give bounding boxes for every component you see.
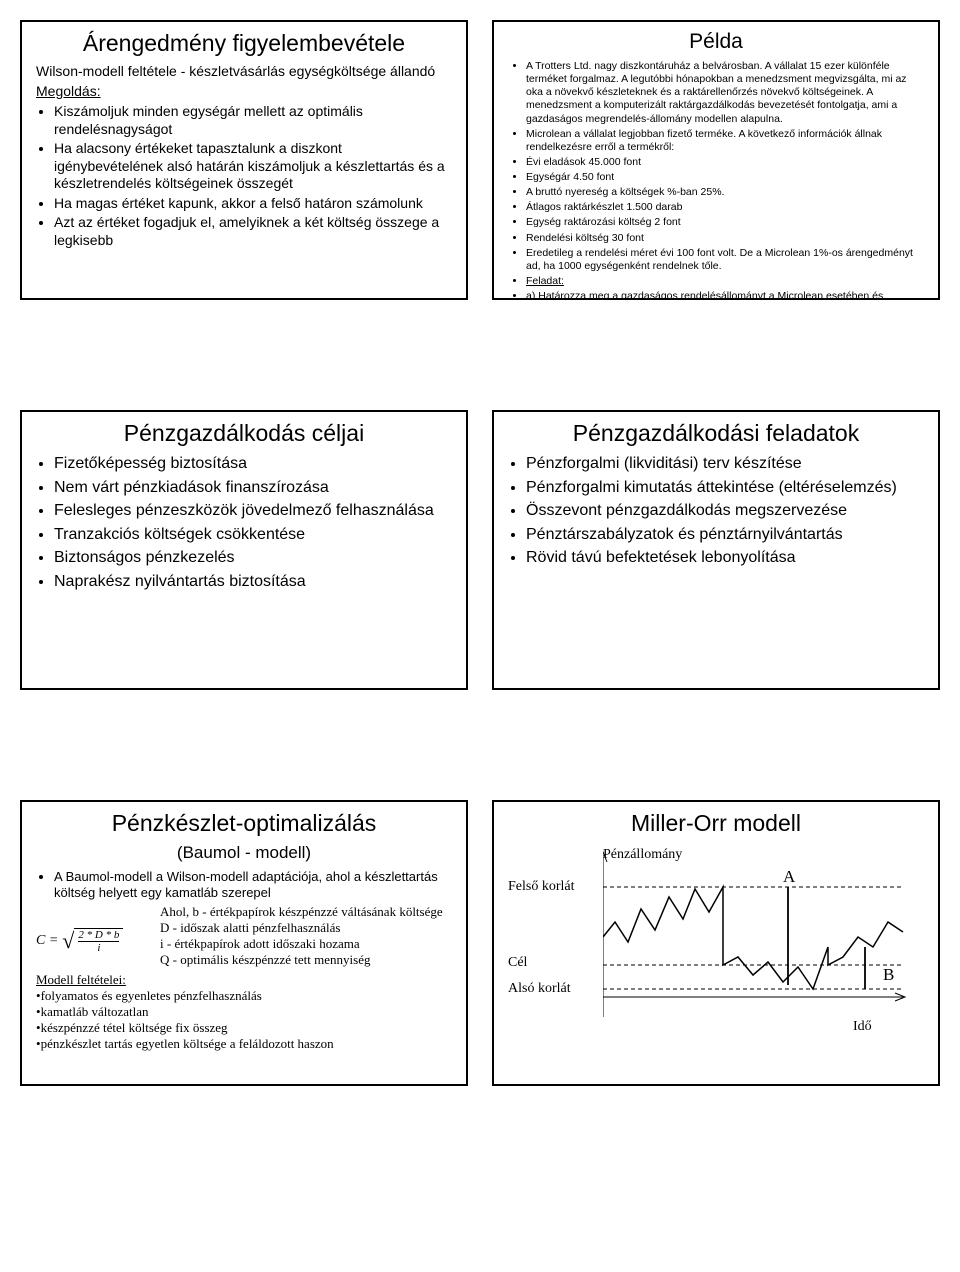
def-i: i - értékpapírok adott időszaki hozama	[160, 936, 360, 951]
cond-item: pénzkészlet tartás egyetlen költsége a f…	[41, 1036, 334, 1051]
cond-item: kamatláb változatlan	[41, 1004, 149, 1019]
formula: C = √ 2 * D * b i	[36, 928, 146, 954]
slide1-title: Árengedmény figyelembevétele	[36, 30, 452, 57]
list-item: A Trotters Ltd. nagy diszkontáruház a be…	[526, 60, 924, 126]
label-felso-korlat: Felső korlát	[508, 879, 575, 895]
list-item: Pénztárszabályzatok és pénztárnyilvántar…	[526, 524, 924, 546]
slide-discount: Árengedmény figyelembevétele Wilson-mode…	[20, 20, 468, 300]
slide3-title: Pénzgazdálkodás céljai	[36, 420, 452, 447]
sqrt-icon: √ 2 * D * b i	[62, 928, 123, 954]
list-item: a) Határozza meg a gazdaságos rendelésál…	[526, 290, 924, 300]
slide1-line1: Wilson-modell feltétele - készletvásárlá…	[36, 63, 452, 79]
list-item: Felesleges pénzeszközök jövedelmező felh…	[54, 500, 452, 522]
list-item: Rövid távú befektetések lebonyolítása	[526, 547, 924, 569]
miller-orr-svg	[603, 847, 913, 1022]
list-item: Biztonságos pénzkezelés	[54, 547, 452, 569]
formula-box: C = √ 2 * D * b i	[36, 904, 146, 954]
slide1-line2: Megoldás:	[36, 83, 452, 99]
list-item: A bruttó nyereség a költségek %-ban 25%.	[526, 186, 924, 199]
slide5-subtitle: (Baumol - modell)	[36, 843, 452, 863]
slide2-title: Példa	[508, 30, 924, 54]
list-item: Fizetőképesség biztosítása	[54, 453, 452, 475]
cond-item: készpénzzé tétel költsége fix összeg	[41, 1020, 228, 1035]
slide-baumol: Pénzkészlet-optimalizálás (Baumol - mode…	[20, 800, 468, 1086]
def-Q: Q - optimális készpénzzé tett mennyiség	[160, 952, 370, 967]
def-b: b - értékpapírok készpénzzé váltásának k…	[193, 904, 443, 919]
ahol-label: Ahol,	[160, 904, 189, 919]
slide1-list: Kiszámoljuk minden egységár mellett az o…	[36, 103, 452, 249]
list-item: Ha alacsony értékeket tapasztalunk a dis…	[54, 140, 452, 193]
slide6-title: Miller-Orr modell	[508, 810, 924, 837]
slide2-list: A Trotters Ltd. nagy diszkontáruház a be…	[508, 60, 924, 300]
formula-den: i	[78, 942, 119, 954]
slide5-intro-list: A Baumol-modell a Wilson-modell adaptáci…	[36, 869, 452, 902]
list-item: Egység raktározási költség 2 font	[526, 216, 924, 229]
slide-cash-mgmt-goals: Pénzgazdálkodás céljai Fizetőképesség bi…	[20, 410, 468, 690]
conditions-block: Modell feltételei: •folyamatos és egyenl…	[36, 972, 452, 1052]
slide4-list: Pénzforgalmi (likviditási) terv készítés…	[508, 453, 924, 569]
miller-orr-chart: Pénzállomány Felső korlát Cél Alsó korlá…	[508, 847, 924, 1032]
list-item: Rendelési költség 30 font	[526, 232, 924, 245]
slide4-title: Pénzgazdálkodási feladatok	[508, 420, 924, 447]
list-item: Naprakész nyilvántartás biztosítása	[54, 571, 452, 593]
slide-cash-mgmt-tasks: Pénzgazdálkodási feladatok Pénzforgalmi …	[492, 410, 940, 690]
definitions-box: Ahol, b - értékpapírok készpénzzé váltás…	[160, 904, 452, 968]
formula-C: C =	[36, 933, 58, 949]
formula-num: 2 * D * b	[78, 929, 119, 942]
slide3-list: Fizetőképesség biztosítása Nem várt pénz…	[36, 453, 452, 593]
list-item: Feladat:	[526, 275, 924, 288]
list-item: A Baumol-modell a Wilson-modell adaptáci…	[54, 869, 452, 902]
slide5-title: Pénzkészlet-optimalizálás	[36, 810, 452, 837]
list-item: Pénzforgalmi (likviditási) terv készítés…	[526, 453, 924, 475]
list-item: Egységár 4.50 font	[526, 171, 924, 184]
list-item: Azt az értéket fogadjuk el, amelyiknek a…	[54, 214, 452, 249]
list-item: Kiszámoljuk minden egységár mellett az o…	[54, 103, 452, 138]
list-item: Átlagos raktárkészlet 1.500 darab	[526, 201, 924, 214]
list-item: Tranzakciós költségek csökkentése	[54, 524, 452, 546]
list-item: Pénzforgalmi kimutatás áttekintése (elté…	[526, 477, 924, 499]
conditions-title: Modell feltételei:	[36, 972, 126, 987]
def-D: D - időszak alatti pénzfelhasználás	[160, 920, 340, 935]
baumol-row: C = √ 2 * D * b i Ahol, b - értékpapíro	[36, 904, 452, 968]
list-item: Microlean a vállalat legjobban fizető te…	[526, 128, 924, 154]
list-item: Ha magas értéket kapunk, akkor a felső h…	[54, 195, 452, 213]
list-item: Nem várt pénzkiadások finanszírozása	[54, 477, 452, 499]
list-item: Összevont pénzgazdálkodás megszervezése	[526, 500, 924, 522]
slide-example: Példa A Trotters Ltd. nagy diszkontáruhá…	[492, 20, 940, 300]
list-item: Eredetileg a rendelési méret évi 100 fon…	[526, 247, 924, 273]
cond-item: folyamatos és egyenletes pénzfelhasználá…	[41, 988, 262, 1003]
slide-grid: Árengedmény figyelembevétele Wilson-mode…	[20, 20, 940, 1086]
label-cel: Cél	[508, 955, 527, 971]
slide-miller-orr: Miller-Orr modell Pénzállomány Felső kor…	[492, 800, 940, 1086]
list-item: Évi eladások 45.000 font	[526, 156, 924, 169]
label-also-korlat: Alsó korlát	[508, 981, 571, 997]
